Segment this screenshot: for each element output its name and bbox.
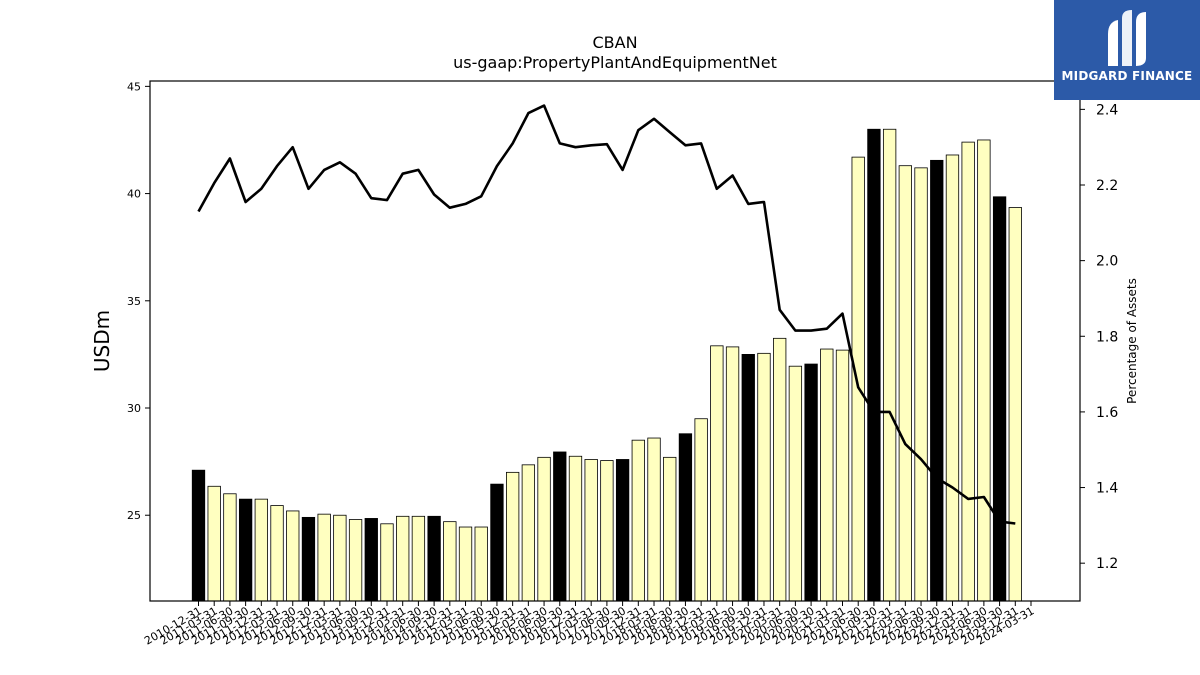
bar bbox=[317, 513, 331, 602]
bar bbox=[348, 519, 363, 602]
y2-tick-label: 2.2 bbox=[1096, 178, 1118, 194]
left-axis: 25 30 35 40 45 bbox=[127, 80, 150, 522]
bar bbox=[663, 456, 677, 602]
y2-tick-label: 1.8 bbox=[1096, 329, 1118, 345]
plot-frame bbox=[149, 80, 1081, 602]
y-tick-label: 45 bbox=[127, 80, 141, 93]
bar bbox=[867, 128, 881, 602]
bar bbox=[757, 352, 771, 602]
bar bbox=[804, 363, 818, 602]
bar bbox=[553, 451, 567, 602]
bar bbox=[914, 167, 928, 602]
bar bbox=[474, 526, 488, 602]
bar bbox=[741, 354, 755, 602]
y-tick-label: 40 bbox=[127, 188, 141, 201]
bar bbox=[710, 345, 724, 602]
bar bbox=[270, 505, 284, 602]
bar bbox=[427, 515, 441, 602]
bar bbox=[396, 515, 410, 602]
y2-tick-label: 1.2 bbox=[1096, 556, 1118, 572]
bar bbox=[820, 348, 834, 602]
bar bbox=[380, 523, 394, 602]
bar bbox=[443, 521, 457, 602]
bar bbox=[254, 498, 268, 602]
chart-subtitle: us-gaap:PropertyPlantAndEquipmentNet bbox=[453, 53, 777, 72]
y-axis-label: USDm bbox=[90, 310, 114, 372]
bar bbox=[411, 515, 426, 602]
bar bbox=[882, 128, 897, 602]
bar bbox=[301, 516, 316, 602]
y2-tick-label: 2.0 bbox=[1096, 254, 1118, 270]
bar bbox=[961, 141, 975, 602]
bar bbox=[945, 154, 960, 602]
bar bbox=[364, 518, 378, 602]
bar bbox=[851, 156, 865, 602]
bar bbox=[223, 493, 237, 602]
bar bbox=[678, 433, 693, 602]
bar bbox=[647, 437, 661, 602]
right-axis: 1.2 1.4 1.6 1.8 2.0 2.2 2.4 bbox=[1080, 102, 1118, 572]
bar bbox=[458, 526, 473, 602]
bar bbox=[992, 196, 1007, 602]
line-series bbox=[197, 104, 1016, 525]
bar bbox=[898, 165, 912, 602]
series-line bbox=[197, 104, 1016, 525]
bar bbox=[333, 514, 347, 602]
bar bbox=[631, 439, 645, 602]
bar bbox=[584, 459, 598, 602]
bar bbox=[521, 464, 536, 602]
midgard-logo-icon bbox=[1108, 10, 1146, 66]
bar bbox=[506, 471, 520, 602]
y2-tick-label: 2.4 bbox=[1096, 102, 1118, 118]
bar bbox=[694, 418, 708, 602]
y2-tick-label: 1.6 bbox=[1096, 405, 1118, 421]
bar bbox=[207, 485, 221, 602]
bar bbox=[191, 469, 206, 602]
bar bbox=[537, 456, 551, 602]
bar bbox=[238, 498, 253, 602]
bar bbox=[835, 349, 850, 602]
bar bbox=[1008, 207, 1022, 602]
chart-title: CBAN bbox=[592, 33, 637, 52]
brand-name: MIDGARD FINANCE bbox=[1061, 69, 1193, 83]
y-tick-label: 25 bbox=[127, 509, 141, 522]
bar bbox=[977, 139, 991, 602]
bar bbox=[788, 365, 803, 602]
bar bbox=[286, 510, 300, 602]
bar bbox=[600, 460, 614, 602]
bar bbox=[773, 337, 787, 602]
bar-series bbox=[191, 128, 1022, 602]
y-tick-label: 30 bbox=[127, 402, 141, 415]
brand-logo: MIDGARD FINANCE bbox=[1054, 0, 1200, 100]
y-tick-label: 35 bbox=[127, 295, 141, 308]
bar bbox=[568, 455, 583, 602]
bar bbox=[930, 159, 944, 602]
bar bbox=[615, 459, 630, 602]
y2-axis-label: Percentage of Assets bbox=[1125, 278, 1139, 404]
x-axis: 2010-12-312011-03-312011-06-302011-09-30… bbox=[142, 601, 1037, 648]
bar bbox=[725, 346, 740, 602]
y2-tick-label: 1.4 bbox=[1096, 481, 1118, 497]
bar bbox=[490, 483, 504, 602]
